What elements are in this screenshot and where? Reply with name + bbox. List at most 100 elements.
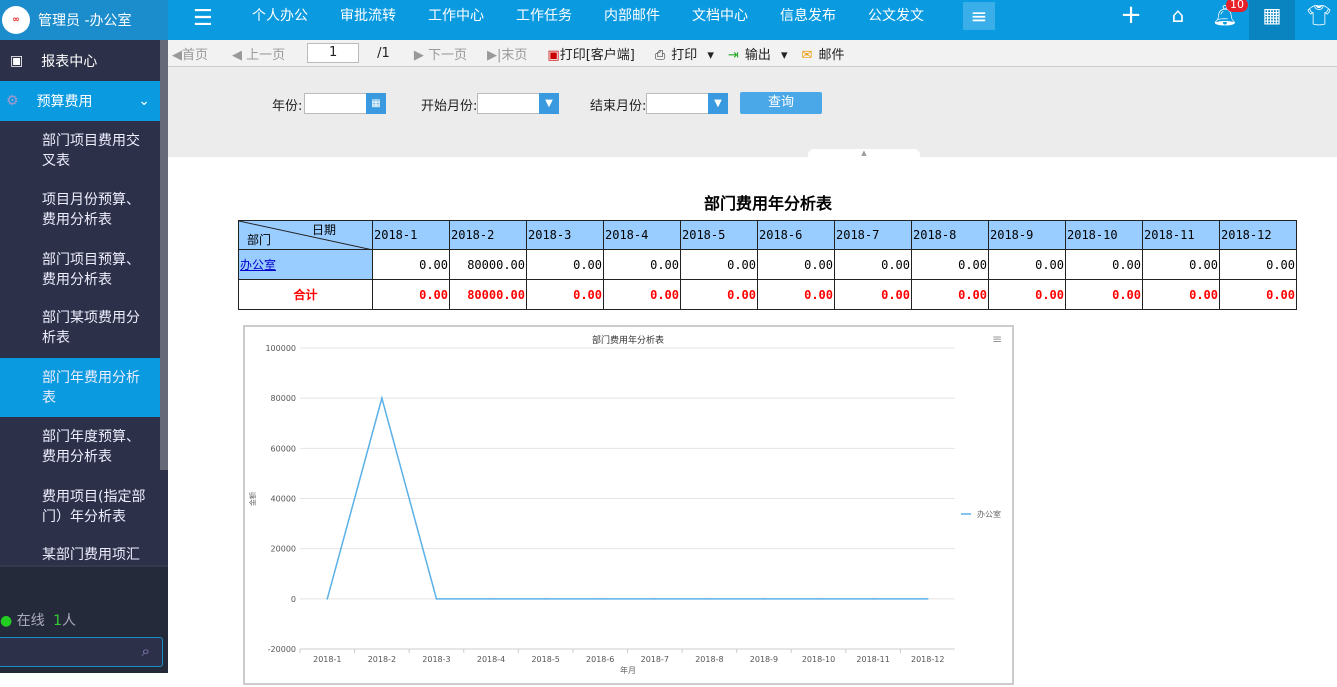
sidebar-report-center[interactable]: ▣ 报表中心	[0, 40, 160, 81]
logo: ∞	[2, 6, 30, 34]
value-cell: 0.00	[1219, 249, 1297, 280]
value-cell: 0.00	[911, 249, 989, 280]
x-tick-label: 2018-10	[802, 655, 835, 664]
menu-toggle-icon[interactable]: ☰	[193, 6, 213, 31]
online-status: ● 在线 1人	[0, 610, 76, 630]
sidebar-item[interactable]: 部门某项费用分析表	[42, 310, 140, 346]
print-client-button[interactable]: ▣打印[客户端]	[547, 44, 640, 63]
month-header: 2018-9	[988, 220, 1066, 250]
home-icon[interactable]: ⌂	[1171, 3, 1185, 27]
dept-link[interactable]: 办公室	[240, 258, 277, 272]
y-tick-label: 100000	[265, 344, 296, 353]
chart-title: 部门费用年分析表	[592, 334, 664, 346]
total-cell: 0.00	[680, 279, 758, 310]
table-header-row: 日期 部门 2018-1 2018-2 2018-3 2018-4 2018-5 2018…	[238, 220, 1297, 250]
x-axis-label: 年月	[620, 665, 636, 675]
mail-button[interactable]: ✉ 邮件	[802, 44, 851, 63]
online-count: 1	[53, 613, 63, 629]
legend-label: 办公室	[977, 509, 1001, 519]
y-tick-label: 40000	[271, 495, 296, 504]
calendar-icon[interactable]: ▦	[366, 93, 386, 114]
collapse-handle[interactable]: ▲	[808, 149, 920, 157]
prev-label: 上一页	[246, 47, 286, 63]
corner-dept: 部门	[247, 233, 272, 247]
plus-icon[interactable]: +	[1120, 0, 1142, 30]
dept-cell: 办公室	[238, 249, 373, 280]
sidebar-item[interactable]: 部门项目费用交叉表	[42, 133, 140, 169]
nav-docs[interactable]: 文档中心	[692, 8, 748, 24]
y-tick-label: 80000	[271, 394, 296, 403]
x-tick-label: 2018-11	[856, 655, 889, 664]
month-header: 2018-3	[526, 220, 604, 250]
gear-icon: ⚙	[6, 93, 19, 109]
report-title: 部门费用年分析表	[703, 194, 832, 213]
data-point	[381, 397, 383, 399]
chevron-down-icon[interactable]: ▼	[708, 93, 728, 114]
next-page-button[interactable]: ▶ 下一页	[413, 47, 467, 63]
value-cell: 0.00	[680, 249, 758, 280]
apps-icon[interactable]: ▦	[1249, 0, 1295, 40]
month-header: 2018-1	[372, 220, 450, 250]
shirt-icon[interactable]: 👕︎	[1306, 3, 1332, 27]
sidebar-label: 报表中心	[41, 53, 98, 70]
nav-info[interactable]: 信息发布	[780, 8, 836, 24]
nav-work-center[interactable]: 工作中心	[428, 8, 484, 24]
nav-personal[interactable]: 个人办公	[252, 8, 308, 24]
end-month-select[interactable]	[646, 93, 709, 114]
mail-label: 邮件	[818, 47, 845, 63]
value-cell: 0.00	[834, 249, 912, 280]
page-number-input[interactable]: 1	[307, 43, 360, 63]
sidebar-search-input[interactable]: ⌕	[0, 637, 163, 667]
data-point	[872, 598, 874, 600]
month-header: 2018-11	[1142, 220, 1220, 250]
y-tick-label: 60000	[271, 444, 296, 453]
print-button[interactable]: ⎙ 打印 ▾	[654, 47, 714, 63]
year-input[interactable]	[304, 93, 367, 114]
data-point	[599, 598, 602, 600]
nav-official[interactable]: 公文发文	[868, 8, 924, 24]
y-tick-label: 0	[291, 595, 296, 604]
x-tick-label: 2018-8	[695, 655, 723, 664]
month-header: 2018-5	[680, 220, 758, 250]
nav-approval[interactable]: 审批流转	[340, 8, 396, 24]
query-button[interactable]: 查询	[740, 92, 822, 114]
x-tick-label: 2018-3	[422, 655, 450, 664]
last-page-button[interactable]: ▶|末页	[486, 47, 528, 63]
search-icon[interactable]: ⌕	[141, 642, 150, 660]
sidebar-scrollbar[interactable]	[160, 40, 168, 470]
pdf-icon: ▣	[547, 47, 560, 63]
total-cell: 0.00	[372, 279, 450, 310]
data-point	[926, 598, 929, 600]
x-tick-label: 2018-12	[911, 655, 944, 664]
value-cell: 0.00	[988, 249, 1066, 280]
prev-page-button[interactable]: ◀ 上一页	[232, 47, 286, 63]
sidebar-item[interactable]: 部门年度预算、费用分析表	[42, 429, 140, 465]
sidebar-item[interactable]: 费用项目(指定部门）年分析表	[42, 489, 146, 525]
sidebar-item-active[interactable]: 部门年费用分析表	[0, 358, 160, 417]
nav-tasks[interactable]: 工作任务	[516, 8, 572, 24]
x-tick-label: 2018-6	[586, 655, 614, 664]
data-point	[763, 598, 765, 600]
total-cell: 0.00	[757, 279, 835, 310]
export-button[interactable]: ⇥ 输出 ▾	[727, 47, 788, 63]
start-month-select[interactable]	[477, 93, 540, 114]
value-cell: 80000.00	[449, 249, 527, 280]
nav-mail[interactable]: 内部邮件	[604, 8, 660, 24]
x-tick-label: 2018-9	[750, 655, 778, 664]
data-point	[435, 598, 438, 600]
data-point	[544, 598, 547, 600]
sidebar-item[interactable]: 项目月份预算、费用分析表	[42, 192, 140, 228]
more-menu-icon[interactable]: ≡	[963, 2, 995, 30]
chevron-down-icon[interactable]: ▼	[539, 93, 559, 114]
first-page-button[interactable]: ◀首页	[172, 47, 209, 63]
value-cell: 0.00	[372, 249, 450, 280]
line-chart: 部门费用年分析表 ≡ 100000 80000 60000 40000 20000 0 -200…	[248, 332, 1002, 675]
month-header: 2018-7	[834, 220, 912, 250]
filter-panel: 年份: ▦ 开始月份: ▼ 结束月份: ▼ 查询 ▲	[168, 67, 1337, 157]
sidebar-group-budget[interactable]: ⚙ 预算费用 ⌄	[0, 81, 160, 121]
x-tick-label: 2018-7	[641, 655, 669, 664]
sidebar-item[interactable]: 某部门费用项汇	[42, 547, 140, 563]
print-label: 打印	[671, 47, 698, 63]
sidebar-item[interactable]: 部门项目预算、费用分析表	[42, 252, 140, 288]
year-label: 年份:	[272, 99, 303, 114]
